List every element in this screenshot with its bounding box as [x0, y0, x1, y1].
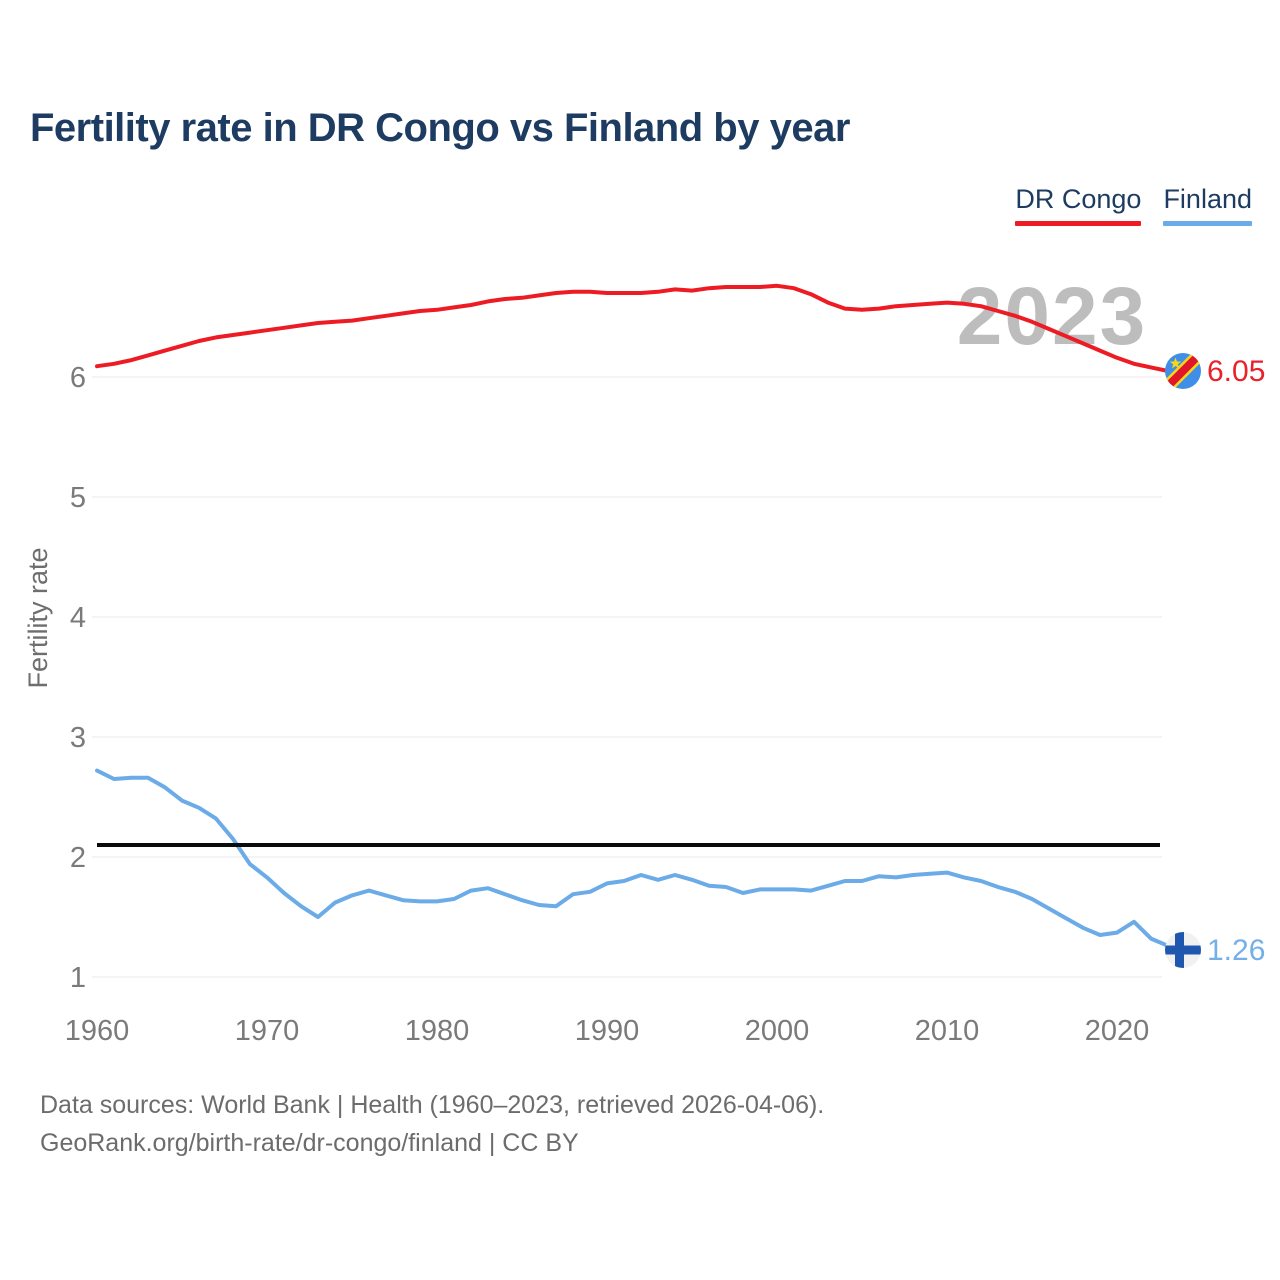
y-tick-label: 6: [70, 362, 86, 394]
x-tick-label: 2020: [1085, 1015, 1150, 1047]
x-tick-label: 1970: [235, 1015, 300, 1047]
footer-attribution-line: GeoRank.org/birth-rate/dr-congo/finland …: [40, 1129, 579, 1157]
footer: Data sources: World Bank | Health (1960–…: [40, 1086, 824, 1162]
y-tick-label: 3: [70, 722, 86, 754]
y-tick-label: 4: [70, 602, 86, 634]
x-tick-label: 2010: [915, 1015, 980, 1047]
watermark-year: 2023: [957, 271, 1147, 362]
x-tick-label: 2000: [745, 1015, 810, 1047]
legend-label-finland: Finland: [1163, 184, 1252, 214]
grid-layer: 1 2 3 4 5 6: [70, 362, 1162, 994]
dr-congo-line: [95, 283, 1170, 373]
page-title: Fertility rate in DR Congo vs Finland by…: [30, 106, 850, 150]
x-tick-label: 1960: [65, 1015, 130, 1047]
legend-swatch-dr-congo: [1015, 221, 1142, 226]
y-tick-label: 2: [70, 842, 86, 874]
x-tick-label: 1990: [575, 1015, 640, 1047]
dr-congo-value-label: 6.05: [1207, 355, 1265, 388]
dr-congo-flag-icon: [1165, 353, 1201, 389]
legend-item-dr-congo[interactable]: DR Congo: [1015, 184, 1142, 226]
y-axis-title: Fertility rate: [23, 547, 53, 688]
footer-sources-line: Data sources: World Bank | Health (1960–…: [40, 1091, 825, 1119]
series-layer: [95, 283, 1170, 948]
y-tick-label: 5: [70, 482, 86, 514]
finland-line: [95, 768, 1170, 948]
legend-swatch-finland: [1163, 221, 1252, 226]
finland-flag-icon: [1165, 932, 1201, 968]
legend-label-dr-congo: DR Congo: [1015, 184, 1142, 214]
finland-value-label: 1.26: [1207, 934, 1265, 967]
legend: DR Congo Finland: [1015, 184, 1252, 226]
y-tick-label: 1: [70, 962, 86, 994]
legend-item-finland[interactable]: Finland: [1163, 184, 1252, 226]
x-tick-label: 1980: [405, 1015, 470, 1047]
x-axis-layer: 1960 1970 1980 1990 2000 2010 2020: [65, 1015, 1150, 1047]
